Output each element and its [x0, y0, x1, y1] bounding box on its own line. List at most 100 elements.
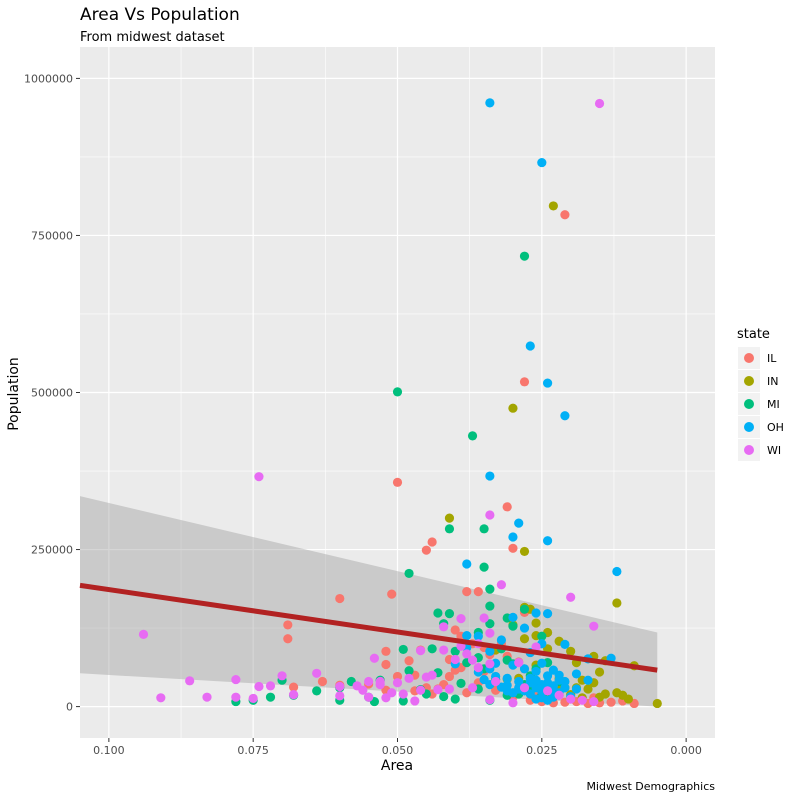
data-point-oh: [462, 631, 472, 641]
data-point-mi: [444, 524, 455, 534]
data-point-oh: [560, 676, 570, 687]
data-point-il: [508, 543, 518, 553]
data-point-wi: [358, 685, 368, 695]
data-point-oh: [583, 675, 593, 685]
data-point-il: [450, 625, 460, 635]
data-point-wi: [404, 673, 414, 683]
data-point-wi: [566, 592, 576, 602]
y-tick-label: 1000000: [24, 72, 73, 85]
data-point-il: [283, 620, 293, 630]
data-point-wi: [202, 692, 212, 702]
data-point-oh: [502, 686, 512, 696]
data-point-mi: [404, 568, 414, 579]
data-point-il: [502, 502, 512, 512]
data-point-oh: [531, 666, 541, 677]
data-point-oh: [485, 471, 495, 481]
data-point-il: [560, 210, 570, 220]
y-tick-label: 250000: [31, 544, 73, 557]
legend-label-mi: MI: [767, 398, 780, 411]
data-point-mi: [456, 678, 466, 688]
data-point-il: [606, 697, 616, 707]
data-point-wi: [398, 689, 408, 699]
data-point-in: [583, 684, 593, 694]
y-tick-label: 750000: [31, 229, 73, 242]
data-point-oh: [560, 411, 570, 421]
data-point-in: [566, 646, 576, 656]
data-point-wi: [312, 668, 322, 678]
x-tick-label: 0.025: [526, 744, 558, 757]
y-axis: 0 250000 500000 750000 1000000: [24, 72, 80, 714]
trend-layer: [79, 582, 658, 673]
data-point-wi: [375, 676, 385, 687]
data-point-wi: [485, 628, 495, 638]
data-point-wi: [254, 472, 264, 482]
x-tick-label: 0.050: [382, 744, 414, 757]
data-point-in: [519, 634, 530, 644]
data-point-oh: [560, 639, 570, 650]
trend-line: [79, 582, 658, 673]
legend-swatch-mi: [744, 399, 754, 409]
data-point-wi: [589, 621, 599, 631]
data-point-mi: [398, 644, 408, 655]
data-point-wi: [231, 674, 241, 685]
data-point-il: [404, 656, 414, 666]
data-point-in: [612, 598, 622, 608]
legend-label-oh: OH: [767, 421, 784, 434]
data-point-oh: [514, 518, 524, 528]
data-point-wi: [439, 622, 449, 632]
data-point-oh: [508, 612, 518, 622]
data-point-wi: [491, 676, 501, 687]
data-point-wi: [427, 670, 437, 680]
data-point-oh: [525, 341, 535, 351]
x-tick-label: 0.000: [670, 744, 702, 757]
data-point-oh: [537, 157, 547, 168]
data-point-oh: [531, 694, 541, 704]
data-point-mi: [467, 431, 478, 441]
data-point-il: [392, 477, 403, 487]
legend-swatch-oh: [744, 422, 754, 432]
x-tick-label: 0.100: [93, 744, 125, 757]
data-point-wi: [479, 613, 489, 623]
data-point-wi: [392, 678, 403, 688]
data-point-il: [519, 377, 530, 387]
data-point-oh: [502, 673, 512, 683]
data-point-wi: [589, 696, 599, 707]
data-point-oh: [542, 378, 553, 388]
data-point-oh: [479, 674, 489, 685]
data-point-wi: [364, 692, 374, 702]
data-point-mi: [444, 609, 455, 619]
data-point-wi: [566, 694, 576, 704]
data-point-in: [519, 546, 530, 557]
data-point-wi: [231, 692, 241, 702]
data-point-oh: [537, 658, 547, 668]
data-point-in: [508, 403, 518, 413]
data-point-wi: [519, 683, 530, 693]
data-point-in: [531, 618, 541, 628]
data-point-oh: [612, 566, 622, 577]
data-point-wi: [369, 653, 380, 663]
chart-caption: Midwest Demographics: [586, 780, 715, 793]
data-point-wi: [467, 655, 478, 665]
data-point-wi: [439, 645, 449, 655]
data-point-mi: [433, 608, 443, 618]
data-point-il: [462, 587, 472, 597]
data-point-wi: [485, 510, 495, 520]
data-point-mi: [398, 696, 408, 706]
data-point-mi: [427, 644, 437, 654]
data-point-wi: [577, 695, 587, 705]
confidence-band: [80, 496, 658, 707]
data-point-il: [317, 676, 328, 687]
data-point-oh: [473, 631, 483, 641]
data-point-oh: [548, 665, 558, 675]
data-point-il: [427, 537, 437, 547]
data-point-wi: [444, 684, 455, 694]
data-point-wi: [415, 646, 426, 656]
data-point-wi: [288, 690, 299, 700]
data-point-in: [594, 667, 605, 677]
data-point-wi: [410, 696, 420, 706]
data-point-il: [381, 659, 391, 670]
data-point-il: [421, 545, 431, 555]
data-point-in: [548, 201, 558, 211]
data-point-oh: [525, 673, 535, 683]
y-tick-label: 0: [66, 701, 73, 714]
